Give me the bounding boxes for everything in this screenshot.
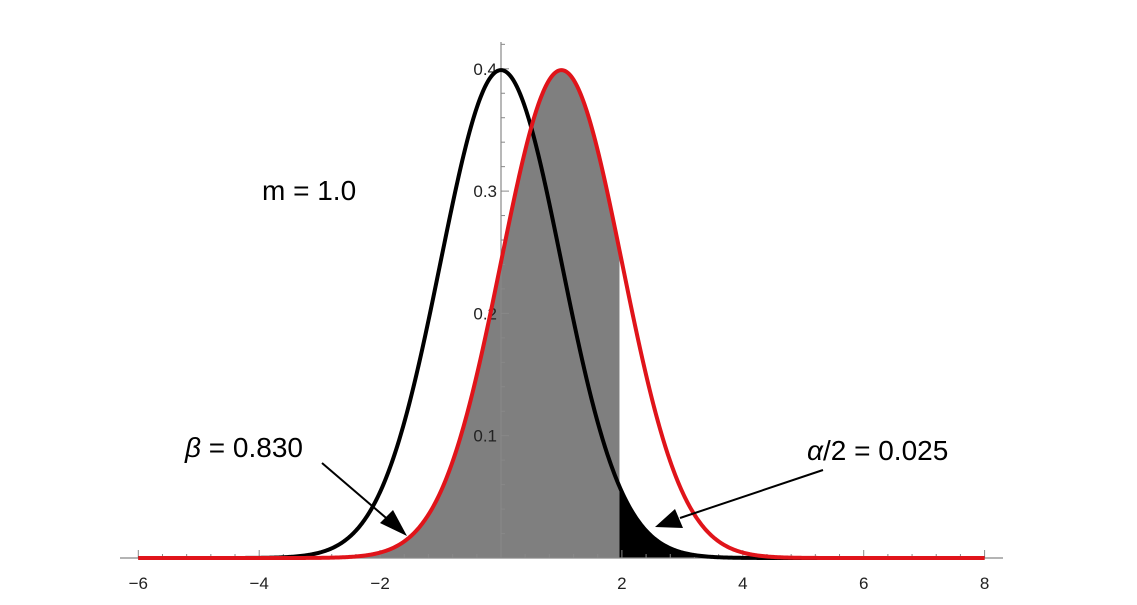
alpha-annotation: α/2 = 0.025 xyxy=(807,435,948,466)
beta-annotation: β = 0.830 xyxy=(184,432,303,463)
y-tick-label: 0.1 xyxy=(473,427,497,446)
beta-arrow-head xyxy=(380,510,407,536)
x-tick-label: 4 xyxy=(738,574,747,593)
x-axis-ticks: −6 −4 −2 2 4 6 8 xyxy=(129,550,989,593)
beta-arrow-shaft xyxy=(321,462,393,524)
x-tick-label: −6 xyxy=(129,574,148,593)
x-tick-label: 6 xyxy=(859,574,868,593)
x-tick-label: −2 xyxy=(370,574,389,593)
x-tick-label: −4 xyxy=(250,574,269,593)
x-tick-label: 2 xyxy=(617,574,626,593)
alpha-shaded-region xyxy=(619,486,985,558)
alpha-arrow-head xyxy=(655,509,683,528)
y-tick-label: 0.3 xyxy=(473,182,497,201)
beta-shaded-region xyxy=(138,70,620,558)
series-line-alternative-distribution xyxy=(138,68,985,560)
shaded-regions xyxy=(138,70,985,558)
series-lines xyxy=(138,68,985,560)
x-tick-label: 8 xyxy=(980,574,989,593)
alpha-arrow-shaft xyxy=(679,469,824,519)
annotations: m = 1.0 β = 0.830 α/2 = 0.025 xyxy=(184,175,948,536)
m-annotation: m = 1.0 xyxy=(262,175,356,206)
